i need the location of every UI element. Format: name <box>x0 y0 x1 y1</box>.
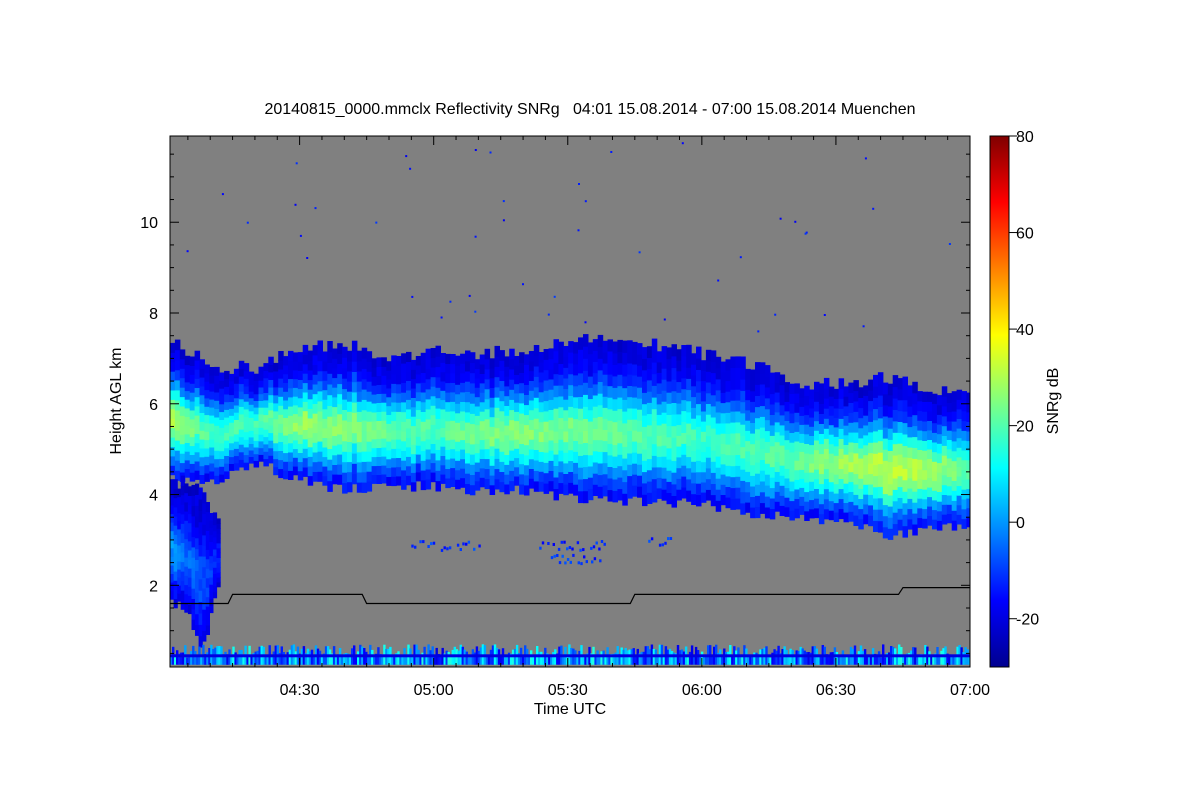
x-tick-label: 05:30 <box>548 682 588 699</box>
x-tick-label: 05:00 <box>414 682 454 699</box>
mid-level-echoes <box>411 537 673 566</box>
x-tick-label: 06:00 <box>682 682 722 699</box>
x-axis-label: Time UTC <box>534 701 606 718</box>
y-tick-label: 6 <box>149 397 158 414</box>
colorbar-tick-label: 0 <box>1016 515 1025 532</box>
y-tick-label: 2 <box>149 578 158 595</box>
x-tick-label: 06:30 <box>816 682 856 699</box>
colorbar <box>989 135 1010 668</box>
plot-area <box>170 142 970 665</box>
y-tick-label: 4 <box>149 488 158 505</box>
y-axis-label: Height AGL km <box>108 347 125 454</box>
plot-frame <box>169 135 971 668</box>
noise-speckles <box>186 142 951 333</box>
colorbar-tick-label: 40 <box>1016 322 1034 339</box>
boundary-line <box>170 586 970 605</box>
colorbar-tick-label: 20 <box>1016 419 1034 436</box>
low-echo-column <box>170 475 221 648</box>
x-axis: 04:30 05:00 05:30 06:00 06:30 07:00 <box>187 136 990 699</box>
y-tick-label: 8 <box>149 306 158 323</box>
y-tick-label: 10 <box>140 215 158 232</box>
colorbar-tick-label: -20 <box>1016 612 1039 629</box>
colorbar-label: SNRg dB <box>1045 368 1062 435</box>
colorbar-axis: -20 0 20 40 60 80 <box>1009 129 1039 629</box>
colorbar-tick-label: 60 <box>1016 226 1034 243</box>
y-axis: 2 4 6 8 10 <box>140 153 970 654</box>
x-tick-label: 04:30 <box>280 682 320 699</box>
colorbar-tick-label: 80 <box>1016 129 1034 146</box>
cloud-layer <box>170 334 970 540</box>
chart-title: 20140815_0000.mmclx Reflectivity SNRg 04… <box>264 101 915 118</box>
x-tick-label: 07:00 <box>950 682 990 699</box>
